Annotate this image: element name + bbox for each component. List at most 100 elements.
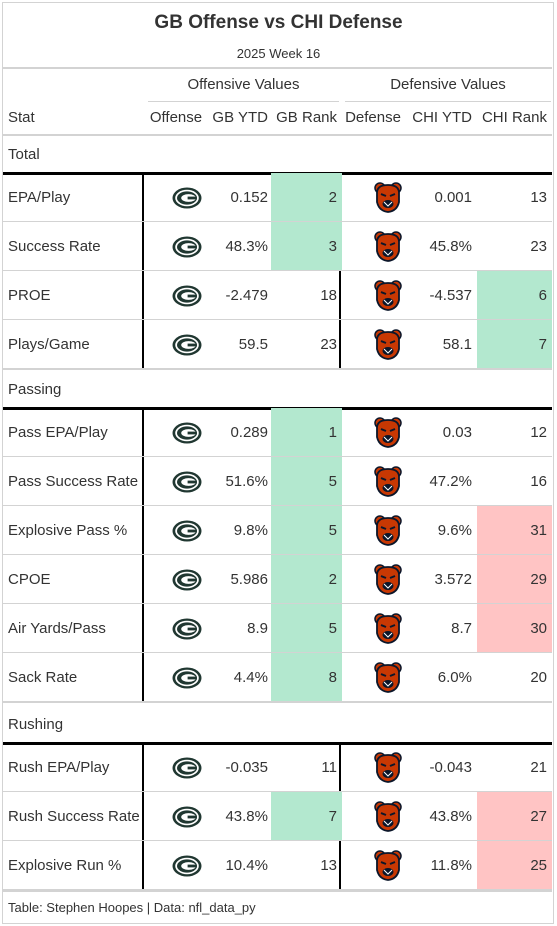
chi-ytd-value: 8.7 <box>451 620 472 637</box>
packers-g-logo-icon <box>171 743 203 792</box>
row-divider <box>3 554 552 555</box>
chi-rank-value: 31 <box>530 522 547 539</box>
gb-rank-value: 13 <box>320 857 337 874</box>
chi-ytd-value: 45.8% <box>429 238 472 255</box>
chi-rank-highlight <box>477 271 552 320</box>
bears-head-logo-icon <box>372 408 404 457</box>
chi-rank-value: 16 <box>530 473 547 490</box>
gb-rank-value: 2 <box>328 571 337 588</box>
chi-rank-value: 13 <box>530 189 547 206</box>
packers-g-logo-icon <box>171 173 203 222</box>
gb-rank-value: 11 <box>321 759 337 776</box>
chi-rank-value: 12 <box>530 424 547 441</box>
chi-rank-highlight <box>477 792 552 841</box>
gb-ytd-value: 51.6% <box>225 473 268 490</box>
chi-rank-value: 30 <box>530 620 547 637</box>
chi-rank-highlight <box>477 841 552 890</box>
gb-rank-highlight <box>271 222 342 271</box>
stat-label: CPOE <box>8 571 51 588</box>
chi-rank-value: 20 <box>530 669 547 686</box>
column-header-gb-ytd: GB YTD <box>212 109 268 126</box>
gb-ytd-value: 0.289 <box>230 424 268 441</box>
table-row: Sack Rate 4.4% 8 6.0% 20 <box>3 653 552 703</box>
row-divider <box>3 221 552 222</box>
packers-g-logo-icon <box>171 792 203 841</box>
chi-ytd-value: -4.537 <box>429 287 472 304</box>
gb-rank-highlight <box>271 792 342 841</box>
gb-rank-highlight <box>271 173 342 222</box>
heading-divider <box>3 67 552 69</box>
chi-rank-highlight <box>477 555 552 604</box>
stat-label: Rush Success Rate <box>8 808 140 825</box>
chi-ytd-value: -0.043 <box>429 759 472 776</box>
stat-label: Plays/Game <box>8 336 90 353</box>
row-divider <box>3 270 552 271</box>
column-header-defense: Defense <box>345 109 401 126</box>
table-row: EPA/Play 0.152 2 0.001 13 <box>3 173 552 222</box>
stat-label: Pass Success Rate <box>8 473 139 490</box>
chi-ytd-value: 9.6% <box>437 522 472 539</box>
group-label-passing: Passing <box>8 381 62 398</box>
packers-g-logo-icon <box>171 604 203 653</box>
packers-g-logo-icon <box>171 506 203 555</box>
offense-separator <box>142 408 144 702</box>
stat-label: Sack Rate <box>8 669 78 686</box>
table-row: CPOE 5.986 2 3.572 29 <box>3 555 552 604</box>
bears-head-logo-icon <box>372 271 404 320</box>
gb-rank-highlight <box>271 457 342 506</box>
bears-head-logo-icon <box>372 457 404 506</box>
table-row: Pass EPA/Play 0.289 1 0.03 12 <box>3 408 552 457</box>
packers-g-logo-icon <box>171 653 203 702</box>
offense-separator <box>142 173 144 369</box>
gb-ytd-value: 48.3% <box>225 238 268 255</box>
chi-ytd-value: 6.0% <box>437 669 472 686</box>
table-source-note: Table: Stephen Hoopes | Data: nfl_data_p… <box>8 900 256 915</box>
gb-ytd-value: 59.5 <box>238 336 268 353</box>
table-row: Rush EPA/Play -0.035 11 -0.043 21 <box>3 743 552 792</box>
gb-rank-highlight <box>271 555 342 604</box>
bears-head-logo-icon <box>372 841 404 890</box>
bears-head-logo-icon <box>372 506 404 555</box>
chi-ytd-value: 0.03 <box>442 424 472 441</box>
stat-label: Air Yards/Pass <box>8 620 106 637</box>
gb-rank-value: 18 <box>320 287 337 304</box>
offense-separator <box>142 743 144 890</box>
packers-g-logo-icon <box>171 271 203 320</box>
chi-ytd-value: 11.8% <box>430 857 472 874</box>
table-row: Pass Success Rate 51.6% 5 47.2% 16 <box>3 457 552 506</box>
column-header-gb-rank: GB Rank <box>276 109 337 126</box>
gb-ytd-value: 0.152 <box>230 189 268 206</box>
defense-spanner-rule <box>345 101 551 102</box>
stat-label: Pass EPA/Play <box>8 424 108 441</box>
gb-ytd-value: 4.4% <box>233 669 268 686</box>
table-row: Rush Success Rate 43.8% 7 43.8% 27 <box>3 792 552 841</box>
chi-ytd-value: 58.1 <box>442 336 472 353</box>
gb-ytd-value: 8.9 <box>247 620 268 637</box>
packers-g-logo-icon <box>171 320 203 369</box>
gb-ytd-value: 9.8% <box>233 522 268 539</box>
column-header-chi-rank: CHI Rank <box>481 109 547 126</box>
defense-spanner: Defensive Values <box>390 76 506 93</box>
table-row: Explosive Run % 10.4% 13 11.8% 25 <box>3 841 552 891</box>
stat-label: EPA/Play <box>8 189 71 206</box>
stat-label: PROE <box>8 287 51 304</box>
table-bottom-rule <box>3 890 552 892</box>
bears-head-logo-icon <box>372 555 404 604</box>
offense-spanner: Offensive Values <box>187 76 300 93</box>
gb-rank-value: 5 <box>328 473 337 490</box>
bears-head-logo-icon <box>372 604 404 653</box>
gb-rank-value: 7 <box>328 808 337 825</box>
chi-rank-value: 23 <box>530 238 547 255</box>
chi-rank-value: 29 <box>530 571 547 588</box>
packers-g-logo-icon <box>171 222 203 271</box>
gb-rank-highlight <box>271 604 342 653</box>
chi-rank-value: 25 <box>530 857 547 874</box>
gb-rank-highlight <box>271 408 342 457</box>
bears-head-logo-icon <box>372 792 404 841</box>
chi-rank-value: 7 <box>538 336 547 353</box>
offense-spanner-rule <box>148 101 339 102</box>
column-header-offense: Offense <box>149 109 203 126</box>
column-header-stat: Stat <box>8 109 35 126</box>
packers-g-logo-icon <box>171 841 203 890</box>
bears-head-logo-icon <box>372 320 404 369</box>
